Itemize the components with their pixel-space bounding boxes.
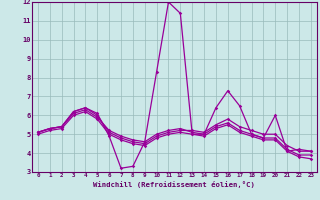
X-axis label: Windchill (Refroidissement éolien,°C): Windchill (Refroidissement éolien,°C) [93,181,255,188]
